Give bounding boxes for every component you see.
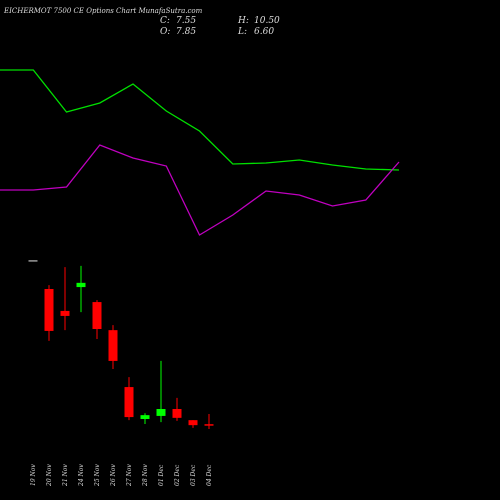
x-tick-label: 19 Nov [30, 464, 37, 486]
x-tick-label: 25 Nov [94, 464, 101, 487]
summary-value: 6.60 [254, 27, 274, 37]
line-series [0, 144, 400, 236]
summary-label: H: [237, 16, 249, 26]
x-tick-label: 26 Nov [110, 464, 117, 487]
candle-body [188, 420, 198, 426]
candle-body [76, 282, 86, 288]
summary-label: L: [237, 27, 247, 37]
x-tick-label: 21 Nov [62, 464, 69, 487]
candle-body [140, 415, 150, 419]
candle-body [172, 409, 182, 418]
candle-body [108, 330, 118, 361]
x-tick-label: 01 Dec [158, 464, 165, 486]
summary-label: C: [160, 16, 170, 26]
summary-value: 10.50 [254, 16, 280, 26]
candle-body [28, 260, 38, 262]
candle-body [124, 387, 134, 418]
line-series [0, 69, 400, 171]
x-tick-label: 27 Nov [126, 464, 133, 487]
candle-body [92, 302, 102, 329]
x-tick-label: 02 Dec [174, 464, 181, 486]
candle-body [204, 424, 214, 426]
x-tick-label: 20 Nov [46, 464, 53, 487]
x-tick-label: 28 Nov [142, 464, 149, 487]
chart-title: EICHERMOT 7500 CE Options Chart MunafaSu… [3, 7, 203, 15]
candle-body [44, 289, 54, 331]
x-tick-label: 03 Dec [190, 464, 197, 486]
summary-value: 7.85 [176, 27, 196, 37]
summary-value: 7.55 [176, 16, 196, 26]
x-tick-label: 04 Dec [206, 464, 213, 486]
candle-body [60, 310, 70, 316]
summary-label: O: [160, 27, 170, 37]
x-tick-label: 24 Nov [78, 464, 85, 487]
candle-body [156, 409, 166, 416]
